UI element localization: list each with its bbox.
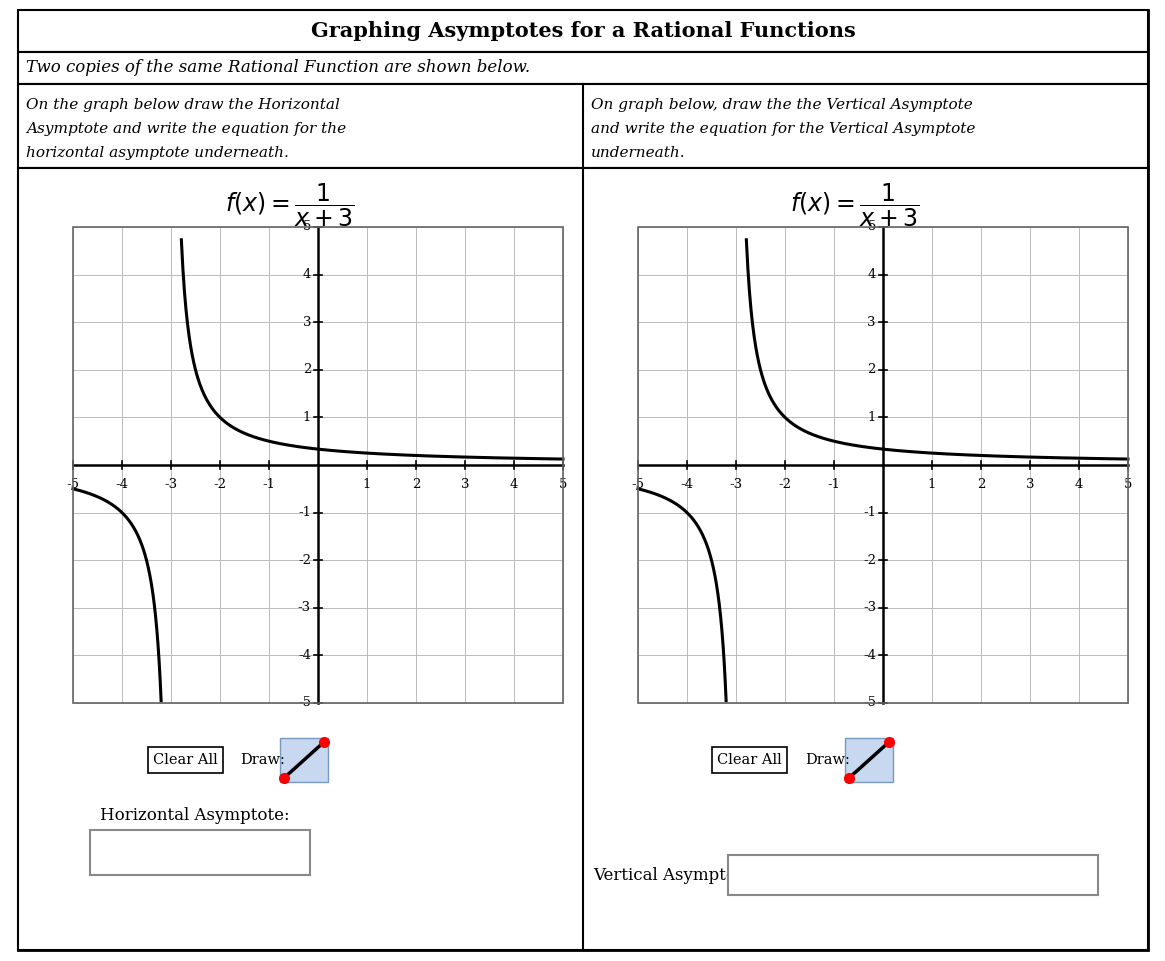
Bar <box>638 227 1128 703</box>
Text: and write the equation for the Vertical Asymptote: and write the equation for the Vertical … <box>591 122 975 136</box>
Text: 1: 1 <box>868 411 876 424</box>
Text: 5: 5 <box>868 220 876 234</box>
Text: 5: 5 <box>1124 478 1132 491</box>
Text: Clear All: Clear All <box>716 753 782 767</box>
Bar <box>17 10 1148 52</box>
Text: Two copies of the same Rational Function are shown below.: Two copies of the same Rational Function… <box>26 60 530 77</box>
Text: Vertical Asymptote:: Vertical Asymptote: <box>593 867 758 883</box>
Text: -3: -3 <box>298 602 311 614</box>
Text: -1: -1 <box>863 506 876 519</box>
Text: On the graph below draw the Horizontal: On the graph below draw the Horizontal <box>26 98 340 112</box>
Text: -2: -2 <box>213 478 226 491</box>
Text: Horizontal Asymptote:: Horizontal Asymptote: <box>100 806 290 824</box>
Text: Graphing Asymptotes for a Rational Functions: Graphing Asymptotes for a Rational Funct… <box>311 21 855 41</box>
Text: -1: -1 <box>262 478 275 491</box>
Text: 3: 3 <box>1025 478 1035 491</box>
Text: -5: -5 <box>863 697 876 709</box>
Text: On graph below, draw the the Vertical Asymptote: On graph below, draw the the Vertical As… <box>591 98 973 112</box>
Text: -4: -4 <box>298 649 311 662</box>
Bar <box>17 52 1148 84</box>
Text: 1: 1 <box>362 478 372 491</box>
Text: 2: 2 <box>303 363 311 377</box>
Bar <box>90 830 310 875</box>
Text: 5: 5 <box>559 478 567 491</box>
FancyBboxPatch shape <box>148 747 223 773</box>
Text: 4: 4 <box>510 478 518 491</box>
Text: 3: 3 <box>868 316 876 329</box>
Text: -4: -4 <box>680 478 693 491</box>
Text: -3: -3 <box>164 478 177 491</box>
Text: horizontal asymptote underneath.: horizontal asymptote underneath. <box>26 146 289 160</box>
Text: 2: 2 <box>868 363 876 377</box>
Text: 2: 2 <box>411 478 421 491</box>
Text: 3: 3 <box>303 316 311 329</box>
Text: -5: -5 <box>298 697 311 709</box>
Text: $f(x) = \dfrac{1}{x+3}$: $f(x) = \dfrac{1}{x+3}$ <box>225 182 355 229</box>
Text: 1: 1 <box>303 411 311 424</box>
Text: Clear All: Clear All <box>153 753 218 767</box>
Text: 4: 4 <box>1075 478 1083 491</box>
Text: -2: -2 <box>863 554 876 567</box>
Bar <box>728 855 1097 895</box>
Text: Asymptote and write the equation for the: Asymptote and write the equation for the <box>26 122 346 136</box>
Text: -1: -1 <box>298 506 311 519</box>
Bar <box>845 738 894 782</box>
Text: -2: -2 <box>298 554 311 567</box>
FancyBboxPatch shape <box>712 747 788 773</box>
Text: -4: -4 <box>115 478 128 491</box>
Text: 5: 5 <box>303 220 311 234</box>
Bar <box>17 84 1148 168</box>
Bar <box>17 168 1148 950</box>
Text: 4: 4 <box>303 268 311 282</box>
Text: -5: -5 <box>631 478 644 491</box>
Text: 3: 3 <box>460 478 469 491</box>
Text: -3: -3 <box>863 602 876 614</box>
Text: -5: -5 <box>66 478 79 491</box>
Text: -4: -4 <box>863 649 876 662</box>
Text: Draw:: Draw: <box>805 753 850 767</box>
Text: -3: -3 <box>729 478 742 491</box>
Text: 2: 2 <box>976 478 986 491</box>
Text: Draw:: Draw: <box>240 753 285 767</box>
Text: 4: 4 <box>868 268 876 282</box>
Bar <box>280 738 329 782</box>
Text: $f(x) = \dfrac{1}{x+3}$: $f(x) = \dfrac{1}{x+3}$ <box>790 182 920 229</box>
Text: -2: -2 <box>778 478 791 491</box>
Bar <box>73 227 563 703</box>
Text: -1: -1 <box>827 478 840 491</box>
Text: 1: 1 <box>927 478 937 491</box>
Text: underneath.: underneath. <box>591 146 686 160</box>
